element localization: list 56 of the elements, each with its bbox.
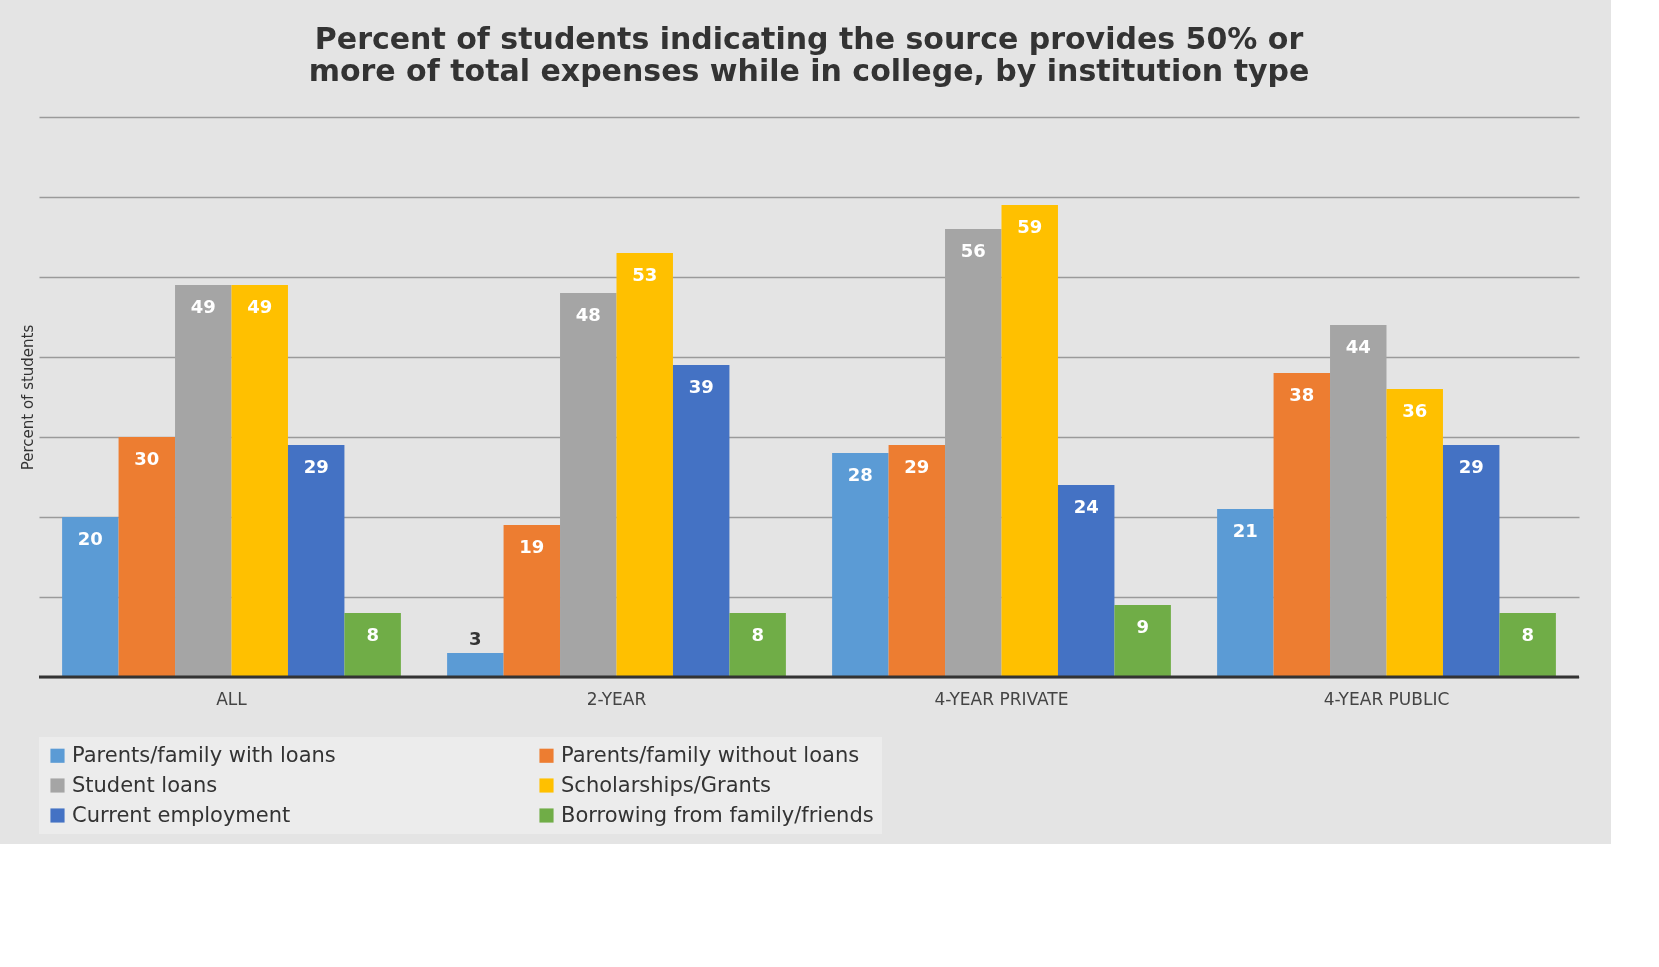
data-label: 29 [904, 456, 930, 477]
data-label: 49 [190, 296, 216, 317]
x-tick-label: 4-YEAR PRIVATE [934, 688, 1069, 709]
data-label: 3 [469, 628, 482, 649]
bar [231, 285, 288, 677]
data-label: 9 [1136, 616, 1149, 637]
data-label: 53 [632, 264, 658, 285]
legend-label: Parents/family without loans [561, 742, 860, 767]
bar [672, 365, 730, 677]
data-label: 28 [847, 464, 873, 485]
x-tick-label: 2-YEAR [586, 688, 647, 709]
bar [832, 453, 889, 677]
data-label: 24 [1073, 496, 1099, 517]
bar [729, 613, 786, 677]
bar [1273, 373, 1331, 677]
data-label: 30 [134, 448, 160, 469]
x-tick-label: 4-YEAR PUBLIC [1323, 688, 1450, 709]
data-label: 38 [1289, 384, 1315, 405]
data-label: 59 [1017, 216, 1043, 237]
bar [503, 525, 561, 677]
bar [1217, 509, 1274, 677]
data-label: 29 [303, 456, 329, 477]
data-label: 49 [247, 296, 273, 317]
data-label: 29 [1458, 456, 1484, 477]
bar [1442, 445, 1500, 677]
bar [888, 445, 946, 677]
data-label: 8 [1521, 624, 1534, 645]
legend-label: Student loans [72, 772, 218, 797]
bar [1499, 613, 1556, 677]
legend-label: Borrowing from family/friends [561, 802, 874, 827]
bar [1114, 605, 1171, 677]
legend-label: Scholarships/Grants [561, 772, 772, 797]
data-label: 56 [960, 240, 986, 261]
bar [1386, 389, 1443, 677]
bar [62, 517, 119, 677]
text: Percent of students indicating the source provides 50% or [314, 21, 1304, 56]
data-label: 21 [1232, 520, 1258, 541]
data-label: 20 [77, 528, 103, 549]
bar [287, 445, 345, 677]
data-label: 8 [366, 624, 379, 645]
legend-label: Parents/family with loans [72, 742, 336, 767]
x-tick-label: ALL [216, 688, 248, 709]
bar [1001, 205, 1058, 677]
data-label: 19 [519, 536, 545, 557]
data-label: 48 [575, 304, 601, 325]
legend-label: Current employment [72, 802, 291, 827]
bar [118, 437, 176, 677]
data-label: 36 [1402, 400, 1428, 421]
y-axis-title: Percent of students [18, 324, 37, 471]
bar [616, 253, 673, 677]
data-label: 44 [1345, 336, 1371, 357]
bar [1057, 485, 1115, 677]
bar [447, 653, 504, 677]
data-label: 8 [751, 624, 764, 645]
bar [344, 613, 401, 677]
data-label: 39 [688, 376, 714, 397]
